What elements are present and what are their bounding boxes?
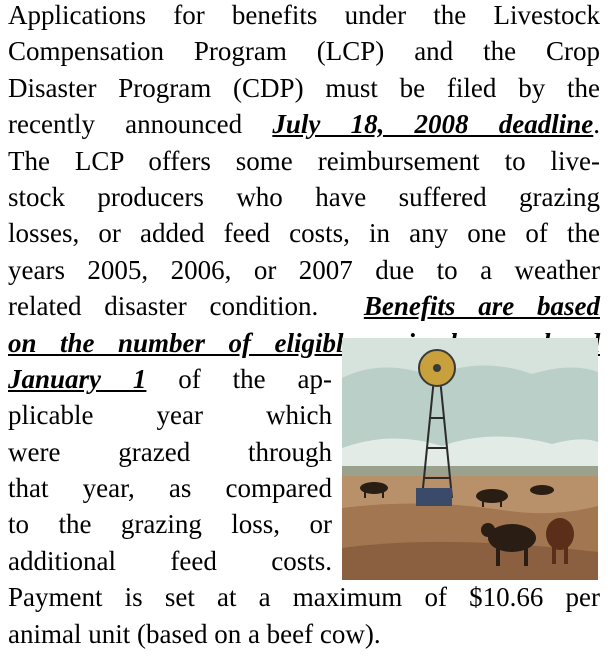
text-run: were grazed through [8,437,332,467]
text-line: years 2005, 2006, or 2007 due to a weath… [8,252,600,288]
text-line: were grazed through [8,434,332,470]
text-line: Applications for benefits under the Live… [8,0,600,33]
text-line: losses, or added feed costs, in any one … [8,215,600,251]
text-line: Compensation Program (LCP) and the Crop [8,33,600,69]
emphasized-text: July 18, 2008 deadline [272,109,593,139]
text-run: Disaster Program (CDP) must be filed by … [8,73,600,103]
text-run: that year, as compared [8,473,332,503]
text-run: Applications for benefits under the Live… [8,0,600,30]
text-line: The LCP offers some reimbursement to liv… [8,143,600,179]
text-line: to the grazing loss, or [8,506,332,542]
text-run: recently announced [8,109,272,139]
emphasized-text: January 1 [8,364,146,394]
text-run: Payment is set at a maximum of $10.66 pe… [8,582,600,612]
text-run: related disaster condition. [8,291,364,321]
text-line: plicable year which [8,397,332,433]
text-line: additional feed costs. [8,543,332,579]
emphasized-text: Benefits are based [364,291,600,321]
text-run: The LCP offers some reimbursement to liv… [8,146,600,176]
text-line: animal unit (based on a beef cow). [8,616,600,652]
text-run: Compensation Program (LCP) and the Crop [8,36,600,66]
text-run: animal unit (based on a beef cow). [8,619,381,649]
text-run: stock producers who have suffered grazin… [8,182,600,212]
text-line: related disaster condition. Benefits are… [8,288,600,324]
text-line: Payment is set at a maximum of $10.66 pe… [8,579,600,615]
text-run: losses, or added feed costs, in any one … [8,218,600,248]
text-line: recently announced July 18, 2008 deadlin… [8,106,600,142]
text-line: that year, as compared [8,470,332,506]
text-line: Disaster Program (CDP) must be filed by … [8,70,600,106]
text-run: plicable year which [8,400,332,430]
text-run: of the ap- [146,364,332,394]
text-line: January 1 of the ap- [8,361,332,397]
text-run: years 2005, 2006, or 2007 due to a weath… [8,255,600,285]
page: Applications for benefits under the Live… [0,0,608,664]
text-run: additional feed costs. [8,546,332,576]
text-line: stock producers who have suffered grazin… [8,179,600,215]
text-run: . [593,109,600,139]
windmill-illustration [342,338,598,580]
text-run: to the grazing loss, or [8,509,332,539]
